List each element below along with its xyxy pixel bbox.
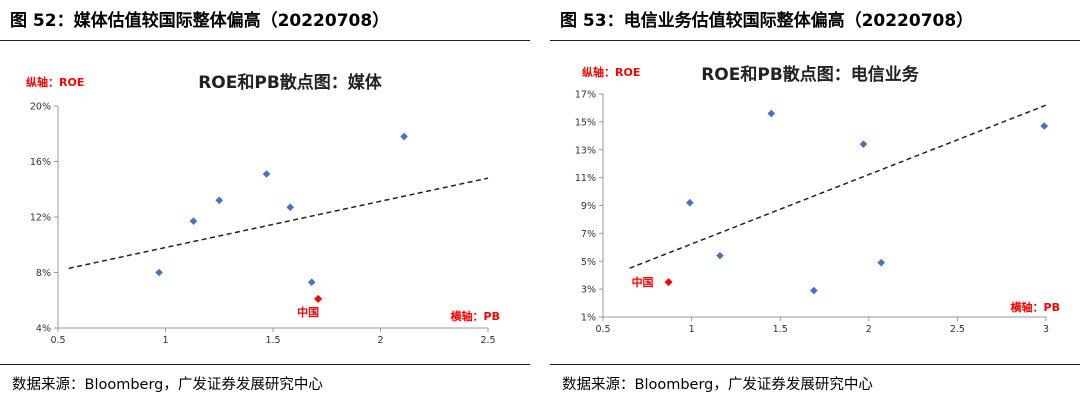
y-tick-label: 12%	[30, 213, 51, 224]
y-tick-label: 8%	[36, 268, 51, 279]
y-tick-label: 11%	[575, 173, 596, 184]
x-tick-label: 1.5	[265, 335, 280, 346]
data-point	[686, 198, 694, 207]
top-rule	[0, 40, 530, 41]
data-point	[400, 132, 408, 141]
x-tick-label: 3	[1043, 324, 1049, 335]
highlight-label: 中国	[632, 275, 654, 289]
x-tick-label: 0.5	[50, 335, 65, 346]
bottom-rule	[0, 364, 530, 365]
chart-title: ROE和PB散点图：电信业务	[701, 64, 920, 85]
highlight-label: 中国	[297, 305, 319, 319]
x-tick-label: 0.5	[595, 324, 610, 335]
y-tick-label: 7%	[581, 229, 596, 240]
data-point	[262, 170, 271, 178]
y-tick-label: 4%	[36, 324, 51, 335]
data-point	[716, 251, 724, 260]
figure-53: 图 53：电信业务估值较国际整体偏高（20220708） ROE和PB散点图：电…	[550, 0, 1080, 401]
y-tick-label: 5%	[581, 257, 596, 268]
data-point	[286, 203, 294, 212]
x-tick-label: 2	[377, 335, 383, 346]
x-tick-label: 2.5	[480, 335, 495, 346]
highlight-point	[314, 294, 323, 303]
y-tick-label: 16%	[30, 157, 51, 168]
x-tick-label: 1.5	[773, 324, 788, 335]
figure-52: 图 52：媒体估值较国际整体偏高（20220708） ROE和PB散点图：媒体 纵…	[0, 0, 530, 401]
data-point	[189, 217, 198, 225]
data-point	[767, 109, 776, 118]
source-note: 数据来源：Bloomberg，广发证券发展研究中心	[12, 377, 323, 393]
x-tick-label: 1	[162, 335, 168, 346]
x-axis-title: 横轴：PB	[451, 309, 500, 323]
scatter-chart-media: ROE和PB散点图：媒体 纵轴：ROE 横轴：PB 4% 8% 12% 16% 20% 0.5 1…	[26, 72, 500, 346]
scatter-chart-telecom: ROE和PB散点图：电信业务纵轴：ROE横轴：PB1%3%5%7%9%11%13…	[575, 64, 1060, 335]
figure-title: 图 53：电信业务估值较国际整体偏高（20220708）	[560, 11, 974, 31]
data-point	[810, 286, 818, 295]
y-tick-label: 1%	[581, 313, 596, 324]
figure-title: 图 52：媒体估值较国际整体偏高（20220708）	[10, 11, 390, 31]
data-point	[307, 278, 316, 287]
y-axis-title: 纵轴：ROE	[26, 75, 84, 89]
data-point	[859, 140, 868, 148]
data-point	[877, 258, 886, 267]
x-axis-title: 横轴：PB	[1011, 300, 1060, 314]
y-axis-title: 纵轴：ROE	[582, 65, 640, 79]
y-tick-label: 9%	[581, 201, 596, 212]
data-point	[155, 268, 163, 277]
y-tick-label: 20%	[30, 102, 51, 113]
x-tick-label: 2.5	[950, 324, 965, 335]
y-tick-label: 15%	[575, 117, 596, 128]
y-tick-label: 13%	[575, 145, 596, 156]
data-point	[215, 196, 224, 205]
trendline	[68, 177, 489, 270]
y-tick-label: 17%	[575, 90, 596, 101]
chart-title: ROE和PB散点图：媒体	[198, 72, 383, 93]
highlight-point	[664, 278, 673, 287]
data-point	[1040, 122, 1049, 130]
trendline	[629, 104, 1047, 269]
top-rule	[550, 40, 1080, 41]
x-tick-label: 1	[689, 324, 695, 335]
source-note: 数据来源：Bloomberg，广发证券发展研究中心	[562, 377, 873, 393]
y-tick-label: 3%	[581, 285, 596, 296]
bottom-rule	[550, 364, 1080, 365]
x-tick-label: 2	[866, 324, 872, 335]
